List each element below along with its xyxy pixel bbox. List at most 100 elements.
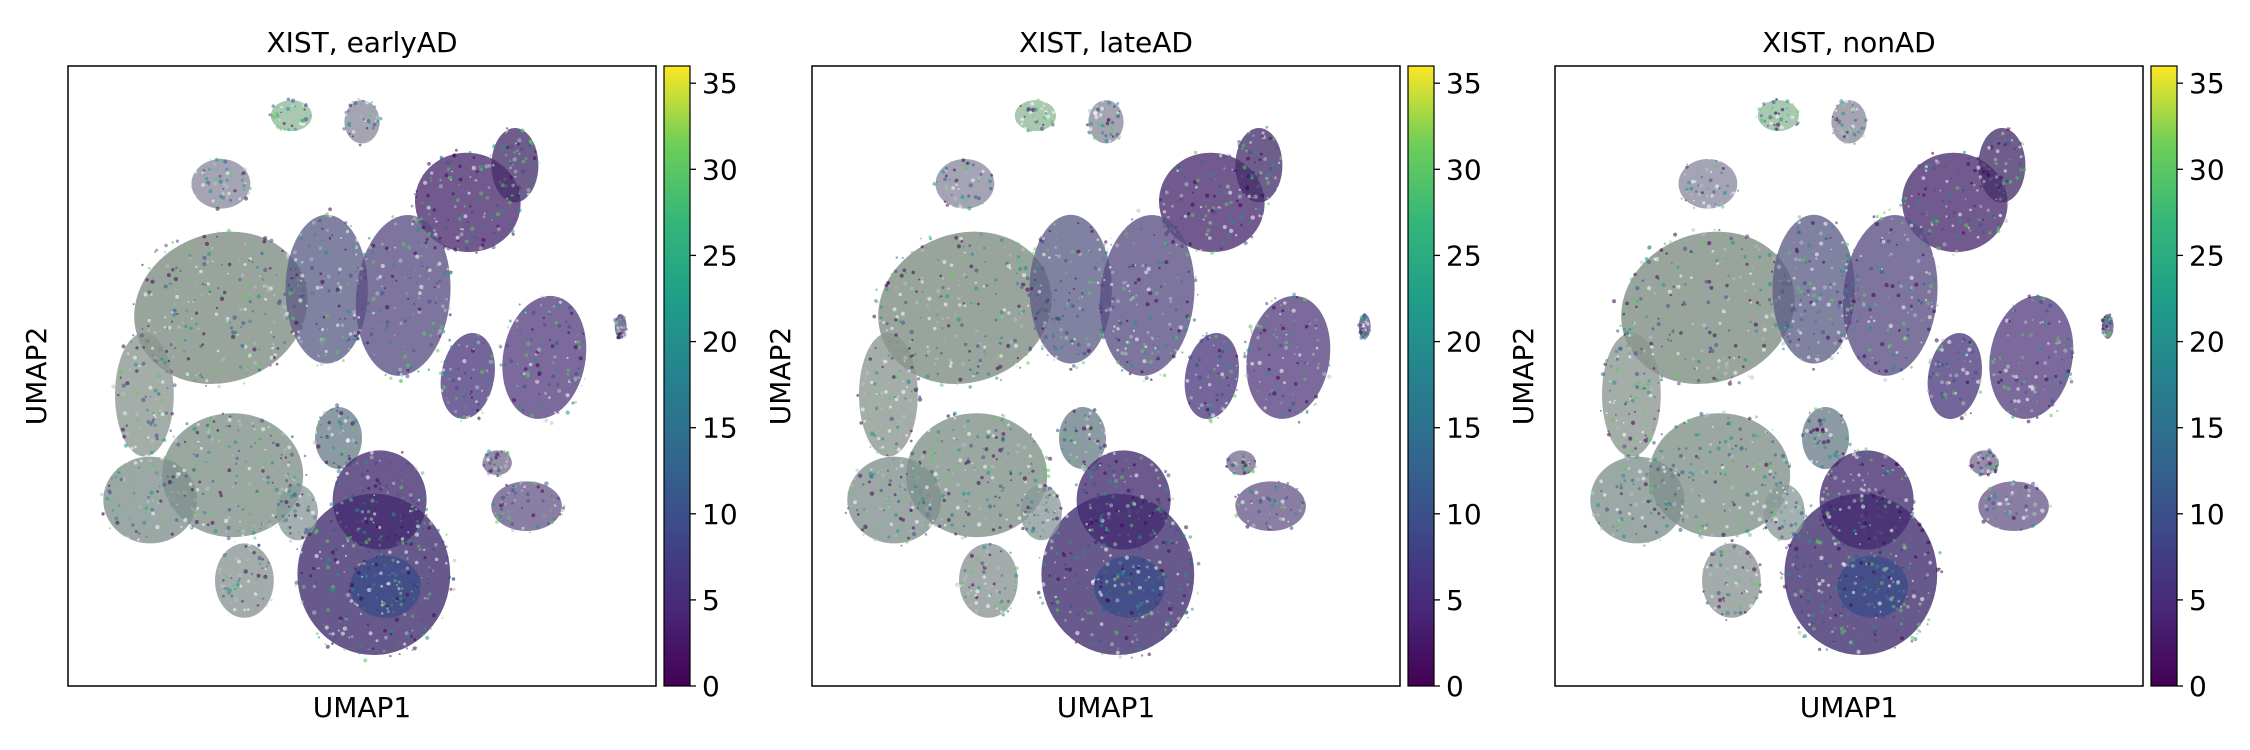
- cell-point: [1647, 319, 1651, 323]
- cell-point: [123, 479, 127, 482]
- cell-point: [259, 527, 262, 530]
- cell-point: [1253, 459, 1257, 463]
- cell-point: [204, 241, 209, 246]
- cell-point: [867, 480, 871, 484]
- cell-point: [1030, 507, 1033, 510]
- cell-point: [1256, 186, 1259, 189]
- cell-point: [1911, 221, 1915, 225]
- cell-point: [151, 511, 156, 516]
- cell-point: [1042, 606, 1047, 611]
- cell-point: [925, 485, 929, 490]
- cell-point: [1055, 552, 1059, 556]
- cell-point: [1803, 260, 1808, 265]
- cell-point: [2002, 188, 2005, 191]
- cell-point: [1886, 239, 1891, 244]
- cell-point: [324, 625, 329, 630]
- cell-point: [962, 518, 965, 521]
- cell-point: [1225, 401, 1228, 405]
- colorbar-tick-label: 10: [702, 498, 738, 531]
- cell-point: [1794, 267, 1797, 269]
- cell-point: [322, 315, 326, 319]
- cell-point: [1237, 493, 1240, 496]
- cell-point: [336, 282, 340, 286]
- cell-point: [1190, 607, 1194, 611]
- cell-point: [550, 494, 553, 497]
- cell-point: [1141, 263, 1145, 268]
- cell-point: [981, 169, 985, 173]
- x-axis-label: UMAP1: [313, 691, 412, 724]
- colorbar-tick-label: 15: [702, 412, 738, 445]
- cell-point: [950, 272, 955, 277]
- cell-point: [1924, 165, 1928, 169]
- cell-point: [1978, 175, 1982, 179]
- cell-point: [993, 605, 997, 608]
- cell-point: [1013, 589, 1016, 592]
- cell-point: [132, 498, 135, 501]
- cell-point: [239, 520, 241, 523]
- cell-point: [417, 370, 420, 373]
- cell-point: [365, 100, 369, 105]
- cell-point: [1054, 246, 1057, 249]
- cell-point: [1111, 495, 1115, 499]
- cell-point: [1017, 516, 1022, 521]
- cell-point: [250, 572, 254, 576]
- cell-point: [577, 367, 580, 370]
- cell-point: [1741, 365, 1745, 369]
- cell-point: [1266, 173, 1270, 178]
- cell-point: [887, 354, 891, 357]
- cell-point: [1941, 199, 1945, 203]
- cell-point: [1105, 562, 1110, 567]
- cell-point: [201, 282, 205, 286]
- cell-point: [1141, 615, 1145, 619]
- cell-point: [192, 301, 195, 303]
- cell-point: [1845, 246, 1847, 249]
- cell-point: [1931, 301, 1933, 304]
- cell-point: [451, 170, 453, 173]
- cell-point: [1101, 329, 1105, 333]
- cell-point: [369, 517, 374, 521]
- cell-point: [1092, 408, 1097, 412]
- cell-point: [489, 398, 493, 403]
- cell-point: [894, 286, 898, 289]
- cell-point: [1884, 282, 1889, 288]
- cell-point: [523, 367, 528, 371]
- cell-point: [1790, 303, 1794, 307]
- cell-point: [1981, 169, 1986, 174]
- cell-point: [1796, 328, 1801, 333]
- cell-point: [254, 577, 259, 582]
- cell-point: [1129, 523, 1134, 528]
- cell-point: [146, 408, 149, 412]
- cell-point: [1137, 535, 1142, 540]
- cell-point: [391, 215, 395, 219]
- cell-point: [216, 429, 220, 432]
- cell-point: [1799, 331, 1803, 335]
- cell-point: [362, 117, 366, 121]
- cell-point: [1797, 220, 1801, 225]
- cell-point: [909, 329, 914, 335]
- cell-point: [145, 499, 151, 504]
- cell-point: [864, 376, 868, 379]
- cell-point: [883, 285, 885, 288]
- cell-point: [426, 266, 429, 270]
- cell-point: [1136, 208, 1141, 213]
- cell-point: [1110, 282, 1114, 287]
- cell-point: [249, 445, 253, 449]
- cell-point: [910, 250, 914, 255]
- cell-point: [1836, 290, 1840, 293]
- cell-point: [454, 386, 459, 391]
- cell-point: [927, 429, 931, 432]
- cell-point: [582, 332, 585, 335]
- cell-point: [366, 623, 369, 626]
- cell-point: [171, 268, 175, 272]
- cell-point: [1689, 250, 1693, 253]
- cell-point: [1748, 298, 1752, 302]
- cell-point: [844, 511, 848, 515]
- cell-point: [174, 518, 179, 522]
- cell-point: [1288, 409, 1292, 412]
- cell-point: [358, 652, 361, 655]
- cell-point: [944, 166, 949, 170]
- cell-point: [145, 278, 149, 282]
- cell-point: [969, 368, 971, 371]
- cell-point: [1207, 338, 1210, 341]
- cell-point: [355, 270, 358, 273]
